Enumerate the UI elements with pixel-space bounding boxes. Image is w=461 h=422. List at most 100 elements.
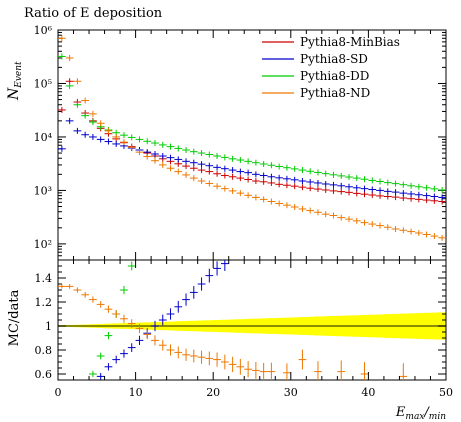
top-point-4 [158,161,167,168]
ratio-point-3 [89,370,97,378]
top-point-3 [58,53,66,60]
top-point-1 [290,183,299,190]
ratio-point-4 [73,287,82,293]
top-point-3 [81,112,90,119]
top-point-2 [166,154,175,161]
top-point-4 [430,233,439,240]
top-point-2 [329,181,338,188]
top-point-3 [283,164,291,171]
ratio-point-4 [360,362,369,380]
ratio-point-3 [96,352,105,360]
ratio-y-label: MC/data [7,289,22,346]
ratio-point-4 [182,348,190,361]
top-point-2 [158,153,167,160]
top-point-3 [376,178,384,185]
legend-label-dd: Pythia8-DD [300,69,369,83]
top-point-2 [352,184,361,191]
ratio-point-4 [135,323,144,334]
top-point-1 [345,189,353,196]
top-point-4 [321,211,330,218]
top-point-1 [189,165,198,172]
top-point-3 [368,177,377,184]
ratio-point-2 [158,314,167,326]
top-point-1 [197,167,206,174]
ratio-point-3 [120,285,128,295]
top-point-4 [58,35,66,42]
x-label-main: E [395,405,406,420]
top-point-1 [360,191,369,198]
ratio-y-axis: 0.6 0.8 1 1.2 1.4 [35,265,446,381]
ratio-point-4 [220,354,229,370]
ratio-point-4 [252,362,260,379]
ratio-point-4 [244,361,252,378]
top-point-4 [104,127,113,134]
top-point-3 [306,168,315,175]
x-label-sub1: max [405,412,424,422]
top-point-4 [244,192,252,199]
top-point-3 [407,182,415,189]
ratio-y-tick-label: 1.2 [35,296,53,309]
legend-label-nd: Pythia8-ND [300,86,370,100]
ratio-point-2 [104,363,113,371]
top-point-4 [399,227,408,234]
ratio-point-4 [259,362,268,380]
top-point-2 [112,140,121,147]
top-point-2 [376,187,384,194]
top-point-4 [81,97,90,104]
x-label-sub2: min [429,412,446,422]
top-point-3 [314,169,322,176]
top-point-3 [189,148,198,155]
top-point-2 [283,175,291,182]
top-point-1 [220,172,229,179]
top-point-1 [205,168,214,175]
top-point-3 [213,153,221,160]
top-point-2 [96,136,105,143]
ratio-point-2 [205,268,214,283]
top-point-1 [267,179,276,186]
top-point-4 [414,229,423,236]
ratio-point-4 [228,356,237,373]
top-point-2 [391,189,400,196]
top-point-1 [298,184,307,191]
top-point-2 [407,190,415,197]
top-point-2 [321,180,330,187]
ratio-point-3 [104,331,113,340]
top-point-4 [135,149,144,156]
top-point-4 [220,185,229,192]
top-point-4 [290,203,299,210]
top-point-3 [259,161,268,168]
top-point-3 [252,159,260,166]
top-point-4 [96,120,105,127]
top-point-1 [352,190,361,197]
ratio-point-4 [166,344,175,356]
legend: Pythia8-MinBias Pythia8-SD Pythia8-DD Py… [262,35,400,100]
top-point-2 [267,173,276,180]
ratio-point-2 [120,349,128,358]
ratio-point-2 [112,355,121,364]
top-point-4 [407,228,415,235]
ratio-point-4 [197,350,206,364]
top-point-3 [298,167,307,174]
top-point-3 [399,181,408,188]
top-point-3 [329,171,338,178]
top-point-4 [73,78,82,85]
top-point-4 [120,139,128,146]
top-point-4 [298,205,307,212]
top-point-2 [174,156,183,163]
top-point-4 [89,110,97,117]
top-point-2 [438,194,446,201]
top-point-2 [368,186,377,193]
top-point-2 [228,167,237,174]
top-point-2 [298,178,307,185]
top-point-2 [414,191,423,198]
ratio-point-4 [283,363,291,380]
ratio-point-4 [143,329,152,340]
top-point-3 [414,183,423,190]
ratio-point-4 [58,284,66,289]
ratio-point-2 [166,308,175,320]
top-point-2 [259,172,268,179]
top-point-2 [220,165,229,172]
top-point-3 [321,170,330,177]
legend-label-minbias: Pythia8-MinBias [300,35,400,49]
top-point-4 [422,231,431,238]
